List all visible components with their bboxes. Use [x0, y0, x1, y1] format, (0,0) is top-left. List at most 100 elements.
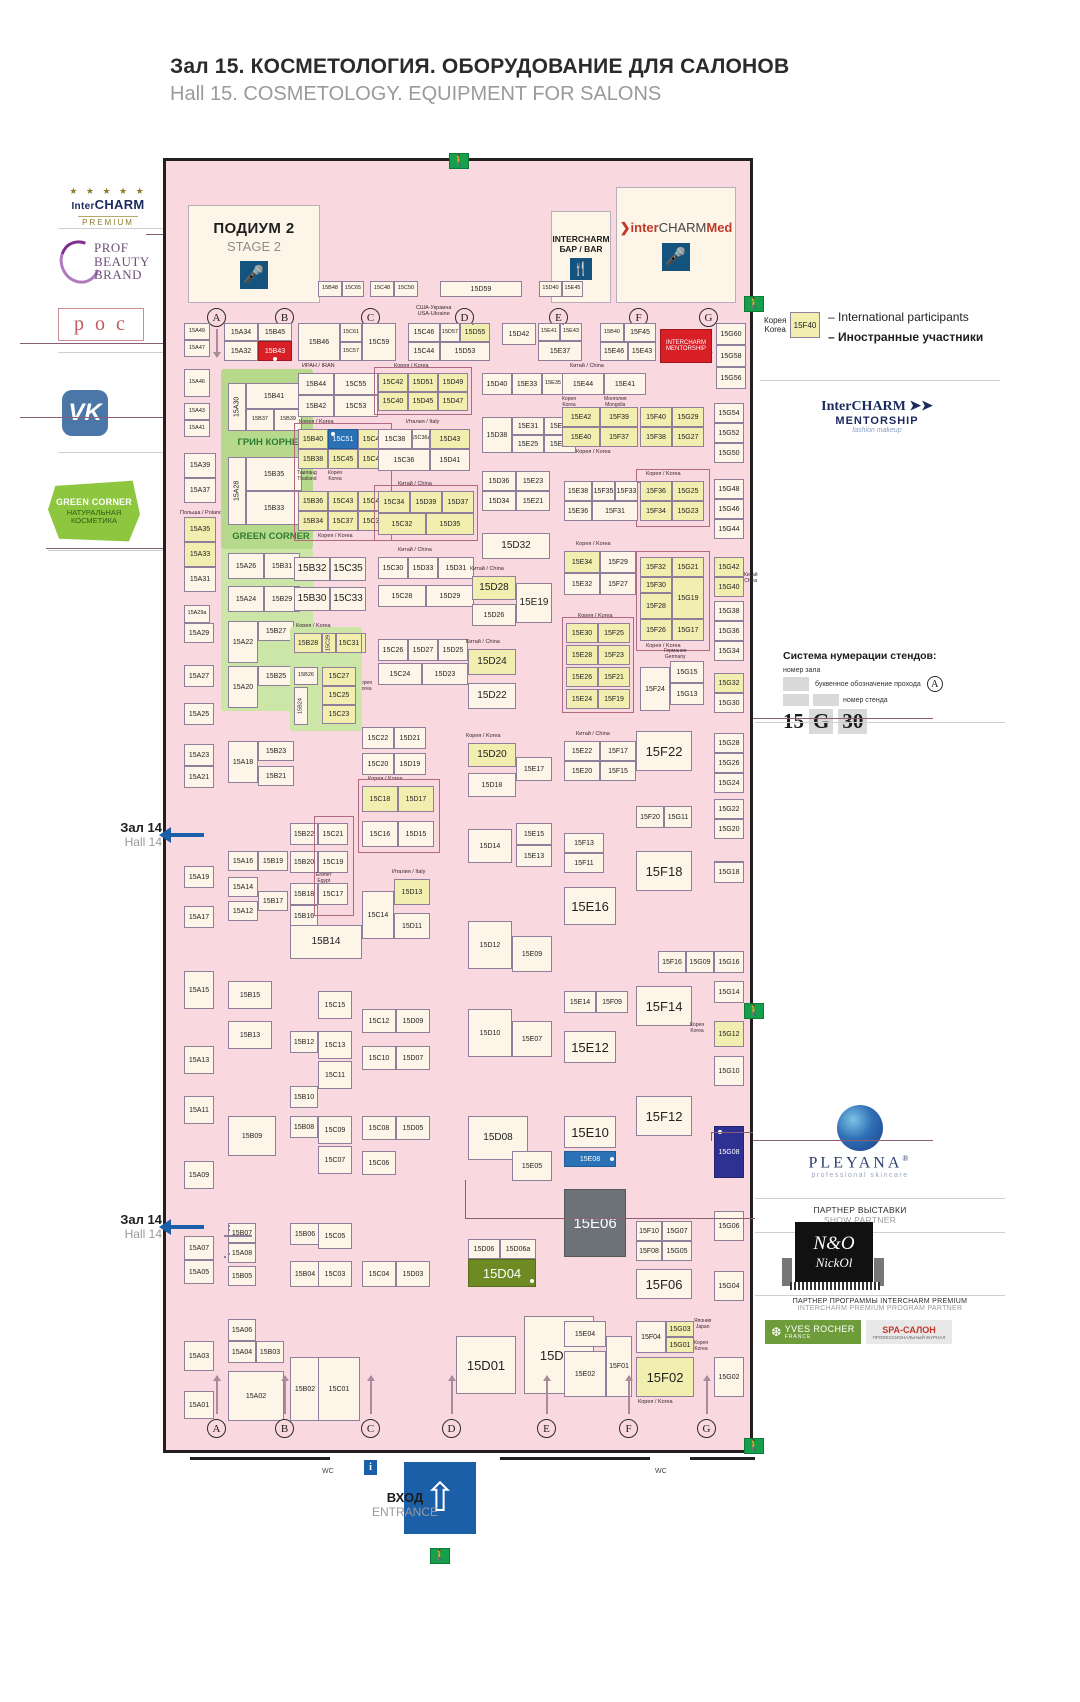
stand-15E36[interactable]: 15E36 [564, 501, 592, 521]
stand-15E25[interactable]: 15E25 [512, 435, 544, 453]
stand-15A01[interactable]: 15A01 [184, 1391, 214, 1419]
stand-15A20[interactable]: 15A20 [228, 666, 258, 708]
logo-spa-salon[interactable]: SPA-САЛОН ПРОФЕССИОНАЛЬНЫЙ ЖУРНАЛ [866, 1320, 952, 1344]
stand-15A09[interactable]: 15A09 [184, 1161, 214, 1189]
stand-15D24[interactable]: 15D24 [468, 649, 516, 675]
stand-15B30[interactable]: 15B30 [294, 587, 330, 611]
stand-15D19[interactable]: 15D19 [394, 753, 426, 775]
stand-15B17[interactable]: 15B17 [258, 891, 288, 911]
stand-15D23[interactable]: 15D23 [422, 663, 468, 685]
stand-15C44[interactable]: 15C44 [408, 342, 440, 361]
stand-15E44[interactable]: 15E44 [562, 373, 604, 395]
stand-15B28-b[interactable]: 15B28 [294, 633, 322, 653]
stand-15G50[interactable]: 15G50 [714, 443, 744, 463]
aisle-bottom-C[interactable]: C [361, 1419, 380, 1438]
stand-15A19[interactable]: 15A19 [184, 866, 214, 888]
stand-15B08[interactable]: 15B08 [290, 1116, 318, 1138]
stand-15E26[interactable]: 15E26 [566, 667, 598, 687]
stand-15C51[interactable]: 15C51 [328, 429, 358, 449]
stand-15E41[interactable]: 15E41 [604, 373, 646, 395]
stand-15D13[interactable]: 15D13 [394, 879, 430, 905]
stand-15A06[interactable]: 15A06 [228, 1319, 256, 1341]
stand-15A31[interactable]: 15A31 [184, 567, 216, 592]
stand-15C46[interactable]: 15C46 [408, 323, 440, 342]
stand-15D39[interactable]: 15D39 [410, 491, 442, 513]
stand-15G34[interactable]: 15G34 [714, 641, 744, 661]
stand-15C36[interactable]: 15C36 [378, 449, 430, 471]
stand-15D12[interactable]: 15D12 [468, 921, 512, 969]
stand-15F24[interactable]: 15F24 [640, 667, 670, 711]
logo-nickol[interactable]: N&O NickOl [795, 1222, 873, 1282]
stand-15D53[interactable]: 15D53 [440, 342, 490, 361]
stand-15G04[interactable]: 15G04 [714, 1271, 744, 1301]
stand-15E15[interactable]: 15E15 [516, 823, 552, 845]
stand-15C16[interactable]: 15C16 [362, 821, 398, 847]
stand-15E06[interactable]: 15E06 [564, 1189, 626, 1257]
stand-15B15[interactable]: 15B15 [228, 981, 272, 1009]
stand-15G30[interactable]: 15G30 [714, 693, 744, 713]
stand-15F28[interactable]: 15F28 [640, 593, 672, 619]
stand-15D33[interactable]: 15D33 [408, 557, 438, 579]
stand-15D27[interactable]: 15D27 [408, 639, 438, 661]
stand-15C03[interactable]: 15C03 [318, 1261, 352, 1287]
stand-15D32[interactable]: 15D32 [482, 533, 550, 559]
stand-15F25[interactable]: 15F25 [598, 623, 630, 643]
stand-15B09[interactable]: 15B09 [228, 1116, 276, 1156]
stand-15B18[interactable]: 15B18 [290, 883, 318, 905]
stand-15C38[interactable]: 15C38 [378, 429, 412, 449]
stand-15B05[interactable]: 15B05 [228, 1266, 256, 1286]
stand-15F35b[interactable]: 15F35 [592, 481, 615, 501]
stand-15E08[interactable]: 15E08 [564, 1151, 616, 1167]
stand-15C09[interactable]: 15C09 [318, 1116, 352, 1144]
stand-15D21[interactable]: 15D21 [394, 727, 426, 749]
stand-15G06[interactable]: 15G06 [714, 1211, 744, 1241]
stand-15D11[interactable]: 15D11 [394, 913, 430, 939]
stand-15C24[interactable]: 15C24 [378, 663, 422, 685]
stand-15F06[interactable]: 15F06 [636, 1269, 692, 1299]
stand-15D25[interactable]: 15D25 [438, 639, 468, 661]
stand-15D04[interactable]: 15D04 [468, 1259, 536, 1287]
stand-15B42[interactable]: 15B42 [298, 395, 334, 417]
stand-15A17[interactable]: 15A17 [184, 906, 214, 928]
stand-15B25[interactable]: 15B25 [258, 666, 294, 686]
stand-15A23[interactable]: 15A23 [184, 744, 214, 766]
stand-15C61[interactable]: 15C61 [340, 323, 362, 342]
stand-15F26[interactable]: 15F26 [640, 619, 672, 641]
stand-15G28[interactable]: 15G28 [714, 733, 744, 753]
stand-15C12[interactable]: 15C12 [362, 1009, 396, 1033]
stand-15E42[interactable]: 15E42 [562, 407, 600, 427]
stand-15F13[interactable]: 15F13 [564, 833, 604, 853]
stand-15D18[interactable]: 15D18 [468, 773, 516, 797]
stand-15E33[interactable]: 15E33 [512, 373, 542, 395]
stand-15D37[interactable]: 15D37 [442, 491, 474, 513]
stand-15A29a[interactable]: 15A29a [184, 605, 210, 623]
stand-15C43[interactable]: 15C43 [328, 491, 358, 511]
stand-15B02-body[interactable]: 15B02 [290, 1357, 320, 1421]
stand-15G26[interactable]: 15G26 [714, 753, 744, 773]
stand-15B36[interactable]: 15B36 [298, 491, 328, 511]
stand-15D40[interactable]: 15D40 [539, 281, 562, 297]
stand-15D06[interactable]: 15D06 [468, 1239, 500, 1259]
stand-15G20[interactable]: 15G20 [714, 819, 744, 839]
stand-15D41[interactable]: 15D41 [430, 449, 470, 471]
stand-15D57[interactable]: 15D57 [440, 323, 460, 342]
aisle-top-A[interactable]: A [207, 308, 226, 327]
stand-15C28[interactable]: 15C28 [378, 585, 426, 607]
stand-15G09[interactable]: 15G09 [686, 951, 714, 973]
stand-15B22[interactable]: 15B22 [290, 823, 318, 845]
aisle-bottom-D[interactable]: D [442, 1419, 461, 1438]
logo-pleyana[interactable]: PLEYANA® professional skincare [775, 1105, 945, 1179]
intercharm-med-card[interactable]: ❯interCHARMMed 🎤 [616, 187, 736, 303]
stand-15E35[interactable]: 15E35 [542, 373, 564, 395]
stand-15B20[interactable]: 15B20 [290, 851, 318, 873]
stand-15B37[interactable]: 15B37 [246, 409, 274, 431]
stand-15C37[interactable]: 15C37 [328, 511, 358, 531]
stand-15D03[interactable]: 15D03 [396, 1261, 430, 1287]
stand-15C22[interactable]: 15C22 [362, 727, 394, 749]
stand-15A16[interactable]: 15A16 [228, 851, 258, 871]
stand-15B40x[interactable]: 15B40 [600, 323, 624, 342]
stand-15F29[interactable]: 15F29 [600, 551, 636, 573]
stand-15C13[interactable]: 15C13 [318, 1031, 352, 1059]
stand-15G56[interactable]: 15G56 [716, 367, 746, 389]
stand-15E12[interactable]: 15E12 [564, 1031, 616, 1063]
